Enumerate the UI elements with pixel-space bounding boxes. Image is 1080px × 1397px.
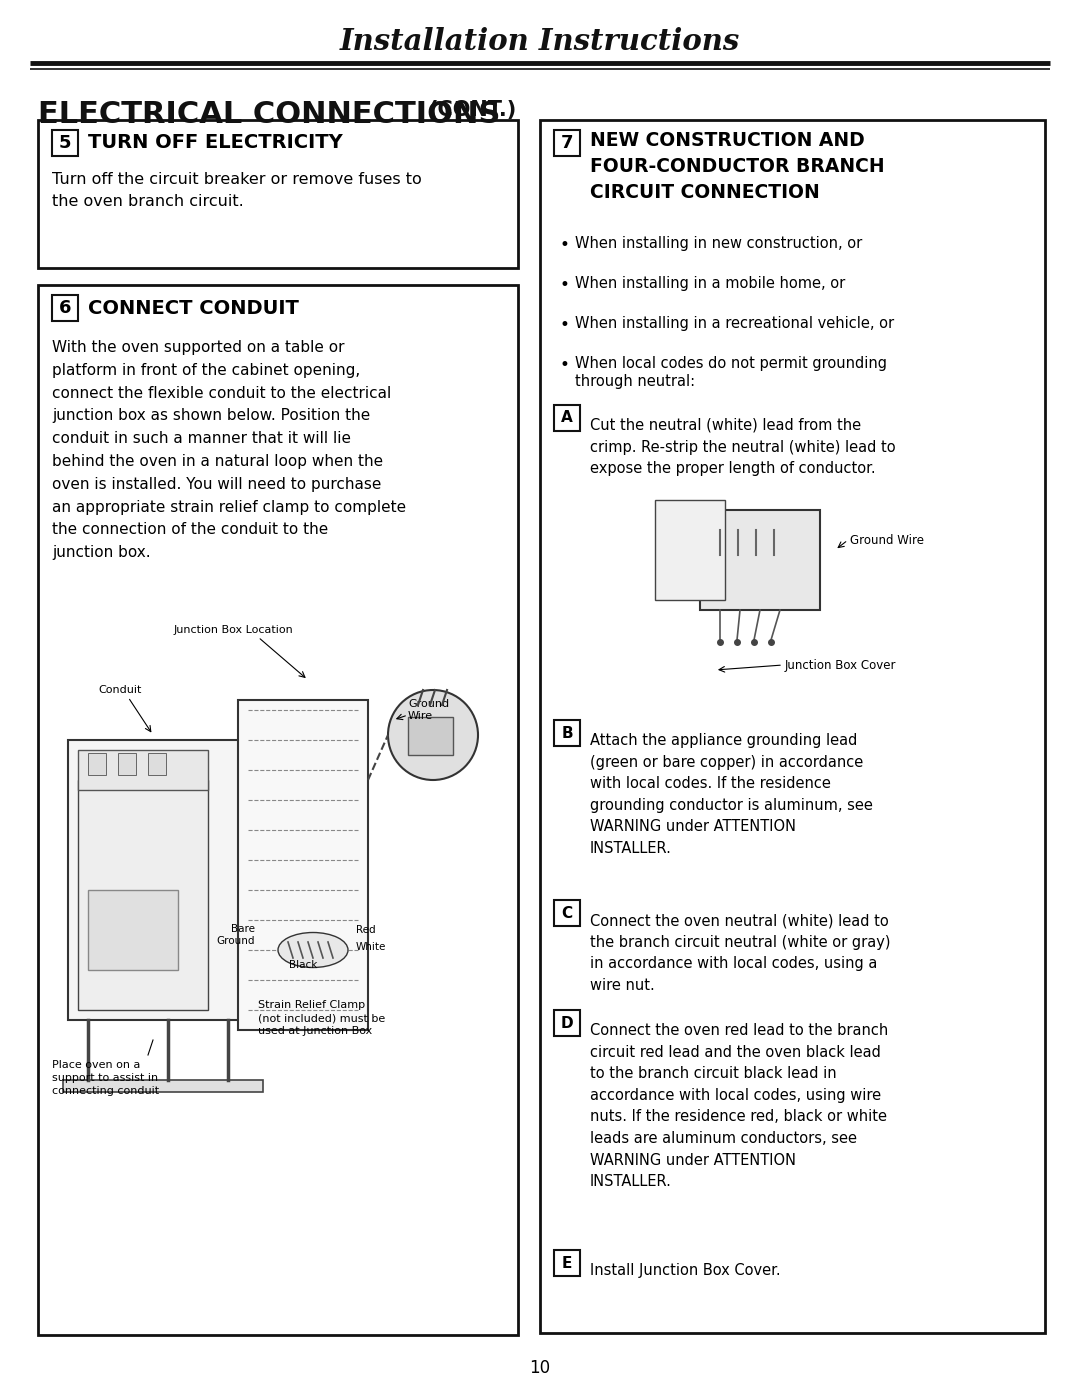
Bar: [38, 120, 518, 268]
Bar: [87, 890, 178, 970]
Text: FOUR-CONDUCTOR BRANCH: FOUR-CONDUCTOR BRANCH: [590, 156, 885, 176]
Text: CONNECT CONDUIT: CONNECT CONDUIT: [87, 299, 299, 317]
Text: Junction Box Cover: Junction Box Cover: [785, 658, 896, 672]
Text: •: •: [559, 277, 569, 293]
Bar: [554, 405, 580, 432]
Text: Bare
Ground: Bare Ground: [216, 925, 255, 946]
Text: Connect the oven neutral (white) lead to
the branch circuit neutral (white or gr: Connect the oven neutral (white) lead to…: [590, 914, 891, 993]
Bar: [554, 1250, 580, 1275]
Text: When installing in new construction, or: When installing in new construction, or: [575, 236, 862, 251]
Bar: [408, 717, 453, 754]
Text: White: White: [356, 942, 387, 951]
Text: Ground Wire: Ground Wire: [850, 534, 924, 546]
Bar: [68, 740, 258, 1020]
Circle shape: [388, 690, 478, 780]
Text: Conduit: Conduit: [98, 685, 141, 694]
Text: (CONT.): (CONT.): [428, 101, 516, 120]
Text: 5: 5: [58, 134, 71, 152]
Text: D: D: [561, 1016, 573, 1031]
Text: E: E: [562, 1256, 572, 1270]
Text: When installing in a mobile home, or: When installing in a mobile home, or: [575, 277, 846, 291]
Text: With the oven supported on a table or
platform in front of the cabinet opening,
: With the oven supported on a table or pl…: [52, 339, 406, 560]
Text: through neutral:: through neutral:: [575, 374, 696, 388]
Bar: [238, 700, 368, 1030]
Text: C: C: [562, 905, 572, 921]
Text: Strain Relief Clamp
(not included) must be
used at Junction Box: Strain Relief Clamp (not included) must …: [258, 1000, 386, 1037]
Text: Installation Instructions: Installation Instructions: [340, 28, 740, 56]
Text: Turn off the circuit breaker or remove fuses to
the oven branch circuit.: Turn off the circuit breaker or remove f…: [52, 172, 422, 210]
Bar: [38, 285, 518, 1336]
Text: •: •: [559, 356, 569, 374]
Text: NEW CONSTRUCTION AND: NEW CONSTRUCTION AND: [590, 130, 865, 149]
Bar: [78, 780, 208, 1010]
Text: When local codes do not permit grounding: When local codes do not permit grounding: [575, 356, 887, 372]
Text: B: B: [562, 725, 572, 740]
Bar: [540, 120, 1045, 1333]
Bar: [554, 130, 580, 156]
Bar: [52, 130, 78, 156]
Text: CIRCUIT CONNECTION: CIRCUIT CONNECTION: [590, 183, 820, 201]
Text: 7: 7: [561, 134, 573, 152]
Text: 6: 6: [58, 299, 71, 317]
Text: TURN OFF ELECTRICITY: TURN OFF ELECTRICITY: [87, 134, 342, 152]
Ellipse shape: [278, 933, 348, 968]
Bar: [700, 510, 820, 610]
Text: Install Junction Box Cover.: Install Junction Box Cover.: [590, 1263, 781, 1278]
Text: Place oven on a
support to assist in
connecting conduit: Place oven on a support to assist in con…: [52, 1060, 159, 1097]
Bar: [554, 719, 580, 746]
Text: Attach the appliance grounding lead
(green or bare copper) in accordance
with lo: Attach the appliance grounding lead (gre…: [590, 733, 873, 856]
Text: •: •: [559, 316, 569, 334]
Bar: [554, 1010, 580, 1037]
Text: •: •: [559, 236, 569, 254]
Text: 10: 10: [529, 1359, 551, 1377]
Text: A: A: [562, 411, 572, 426]
Bar: [554, 900, 580, 926]
Bar: [118, 753, 136, 775]
Bar: [78, 750, 208, 789]
Bar: [63, 1080, 264, 1092]
Text: ELECTRICAL CONNECTIONS: ELECTRICAL CONNECTIONS: [38, 101, 500, 129]
Text: When installing in a recreational vehicle, or: When installing in a recreational vehicl…: [575, 316, 894, 331]
Text: Ground
Wire: Ground Wire: [408, 698, 449, 721]
Text: Connect the oven red lead to the branch
circuit red lead and the oven black lead: Connect the oven red lead to the branch …: [590, 1023, 888, 1189]
Text: Junction Box Location: Junction Box Location: [173, 624, 293, 636]
Bar: [87, 753, 106, 775]
Bar: [52, 295, 78, 321]
Text: Red: Red: [356, 925, 376, 935]
Bar: [654, 500, 725, 599]
Bar: [148, 753, 166, 775]
Text: Cut the neutral (white) lead from the
crimp. Re-strip the neutral (white) lead t: Cut the neutral (white) lead from the cr…: [590, 418, 895, 476]
Text: Black: Black: [288, 960, 318, 970]
